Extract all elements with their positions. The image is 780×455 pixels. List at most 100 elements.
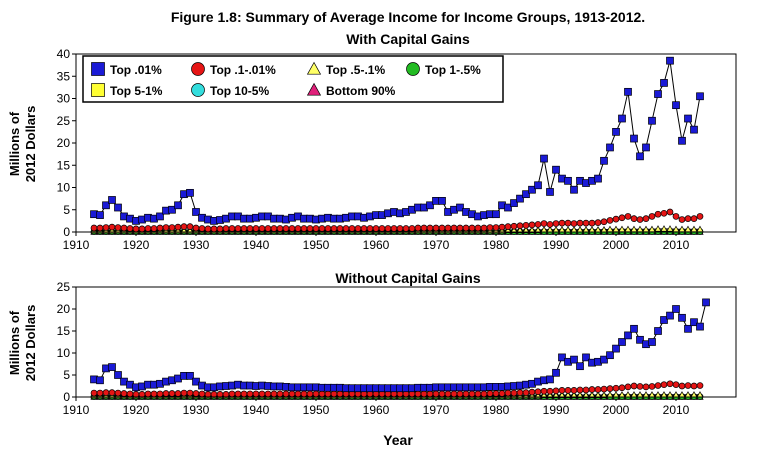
bottom-point-top-1-01 (618, 384, 626, 392)
top-point-top-1-01 (108, 223, 116, 231)
bottom-point-top-1-01 (492, 390, 500, 397)
bottom-x-tick-label: 1990 (543, 403, 570, 417)
top-x-tick-label: 1940 (243, 238, 270, 252)
top-point-top-1-01 (594, 219, 602, 227)
top-point-top-01 (510, 199, 518, 207)
legend-label-top-10-5: Top 10-5% (210, 84, 269, 98)
bottom-ylabel-line2: 2012 Dollars (23, 305, 38, 382)
top-point-top-1-01 (486, 224, 494, 231)
top-point-top-1-01 (432, 224, 440, 232)
top-point-top-1-01 (312, 225, 320, 232)
top-point-top-1-01 (450, 224, 458, 232)
bottom-point-top-1-01 (150, 390, 158, 398)
bottom-point-top-1-01 (126, 390, 134, 398)
bottom-point-top-1-01 (102, 389, 110, 396)
top-point-top-01 (114, 203, 122, 212)
bottom-point-top-1-01 (696, 382, 704, 389)
top-point-top-1-01 (456, 224, 464, 232)
legend-label-top-1-01: Top .1-.01% (210, 63, 276, 77)
legend-label-bottom-90: Bottom 90% (326, 84, 396, 98)
bottom-point-top-1-01 (648, 383, 656, 390)
bottom-point-top-5-1 (576, 391, 584, 398)
bottom-point-top-01 (576, 362, 584, 371)
bottom-point-top-01 (114, 371, 122, 379)
bottom-series-top-01 (90, 298, 710, 393)
bottom-chart-title: Without Capital Gains (335, 270, 481, 286)
legend-label-top-5-1: Top .5-.1% (326, 63, 385, 77)
bottom-point-top-1-01 (678, 382, 686, 390)
bottom-ylabel-line1: Millions of (7, 310, 22, 375)
top-point-top-1-01 (660, 209, 668, 217)
top-point-top-01 (546, 188, 554, 196)
top-point-top-01 (540, 154, 548, 163)
top-ylabel-line2: 2012 Dollars (23, 106, 38, 183)
top-point-top-1-01 (516, 222, 524, 230)
bottom-point-top-1-01 (606, 385, 614, 392)
bottom-point-top-1-01 (468, 390, 476, 398)
top-plot-frame (75, 53, 737, 233)
bottom-point-top-01 (690, 318, 698, 327)
bottom-point-top-01 (606, 351, 614, 360)
top-point-top-01 (192, 208, 200, 216)
bottom-point-top-1-01 (216, 391, 224, 398)
bottom-point-top-5-1 (588, 391, 596, 398)
bottom-point-top-01 (552, 368, 560, 377)
top-point-top-01 (684, 114, 692, 123)
top-point-top-1-01 (186, 223, 194, 231)
bottom-point-top-1-01 (570, 387, 578, 394)
bottom-point-top-1-01 (504, 389, 512, 397)
top-point-top-1-01 (408, 225, 416, 232)
top-point-top-1-01 (654, 210, 662, 218)
bottom-point-top-1-01 (108, 389, 116, 396)
top-point-top-1-01 (210, 225, 218, 233)
bottom-point-top-1-01 (186, 389, 194, 397)
top-series-top-01 (90, 56, 704, 225)
bottom-point-top-1-01 (594, 386, 602, 393)
top-point-top-01 (426, 201, 434, 210)
top-x-tick-label: 2000 (603, 238, 630, 252)
top-point-top-01 (648, 116, 656, 125)
bottom-point-top-01 (654, 327, 662, 335)
bottom-point-top-1-01 (132, 391, 140, 398)
top-point-top-1-01 (192, 224, 200, 232)
bottom-y-tick-label: 15 (57, 324, 71, 338)
top-point-top-1-01 (582, 219, 590, 227)
bottom-point-top-1-01 (264, 390, 272, 398)
bottom-point-top-1-01 (654, 382, 662, 389)
top-point-top-1-01 (222, 225, 230, 232)
top-y-tick-label: 15 (57, 158, 71, 172)
legend-marker-top-1-01 (191, 62, 205, 76)
top-point-top-1-01 (384, 225, 392, 232)
top-point-top-1-01 (426, 224, 434, 232)
bottom-point-top-1-01 (240, 390, 248, 398)
top-point-top-1-01 (636, 216, 644, 223)
top-point-top-01 (186, 188, 194, 197)
top-point-top-01 (672, 101, 680, 110)
top-chart-title: With Capital Gains (346, 31, 470, 47)
top-point-top-1-01 (324, 225, 332, 232)
bottom-y-tick-label: 10 (57, 346, 71, 360)
bottom-point-top-1-01 (222, 391, 230, 398)
bottom-point-top-1-01 (120, 390, 128, 397)
bottom-point-top-01 (672, 305, 680, 313)
top-x-tick-label: 1970 (423, 238, 450, 252)
top-point-top-1-01 (414, 224, 422, 232)
bottom-x-tick-label: 1950 (303, 403, 330, 417)
legend-marker-top-5-1 (91, 83, 105, 97)
bottom-y-tick-label: 5 (63, 368, 70, 382)
bottom-point-top-1-01 (324, 390, 332, 398)
bottom-point-top-1-01 (552, 387, 560, 395)
bottom-point-top-01 (570, 355, 578, 364)
bottom-point-top-1-01 (540, 387, 548, 395)
legend-label-top-1-5: Top 1-.5% (425, 63, 481, 77)
bottom-point-top-5-1 (594, 391, 602, 398)
top-point-top-1-01 (288, 225, 296, 232)
top-point-top-01 (492, 210, 500, 219)
top-point-top-01 (618, 114, 626, 123)
top-point-top-1-01 (468, 224, 476, 232)
top-point-top-1-01 (258, 225, 266, 232)
top-point-top-1-01 (138, 225, 146, 233)
top-point-top-1-01 (618, 214, 626, 222)
top-point-top-1-01 (522, 221, 530, 229)
legend: Top .01% Top .1-.01% Top .5-.1% Top 1-.5% To… (82, 55, 504, 103)
